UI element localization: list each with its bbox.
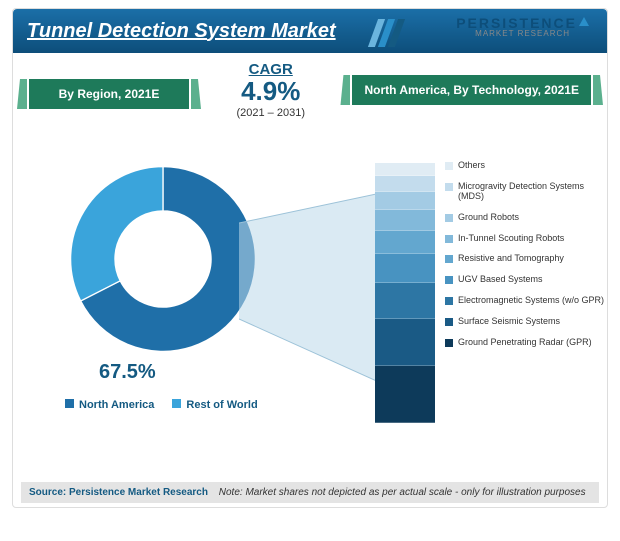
donut-legend: North America Rest of World [65, 399, 258, 411]
legend-item: In-Tunnel Scouting Robots [445, 234, 605, 244]
stack-segment [375, 366, 435, 423]
legend-text: In-Tunnel Scouting Robots [458, 234, 564, 244]
legend-text: Surface Seismic Systems [458, 317, 560, 327]
legend-item: Ground Penetrating Radar (GPR) [445, 338, 605, 348]
legend-text: UGV Based Systems [458, 275, 543, 285]
cagr-box: CAGR 4.9% (2021 – 2031) [236, 61, 305, 119]
donut-chart [53, 149, 273, 374]
title-bar: Tunnel Detection System Market PERSISTEN… [13, 9, 607, 53]
title-accent [373, 19, 400, 47]
stack-segment [375, 210, 435, 231]
donut-callout: 67.5% [99, 361, 156, 384]
page-title: Tunnel Detection System Market [27, 20, 336, 43]
square-icon [445, 162, 453, 170]
stack-segment [375, 176, 435, 192]
infographic-card: Tunnel Detection System Market PERSISTEN… [12, 8, 608, 508]
stack-segment [375, 319, 435, 366]
legend-rest-of-world: Rest of World [172, 399, 257, 411]
source-label: Source: Persistence Market Research [29, 487, 208, 498]
region-pill: By Region, 2021E [29, 79, 189, 109]
stack-segment [375, 254, 435, 283]
cagr-value: 4.9% [236, 76, 305, 107]
stack-segment [375, 192, 435, 210]
stacked-bar-legend: Others Microgravity Detection Systems (MD… [445, 161, 605, 359]
legend-item: Microgravity Detection Systems (MDS) [445, 182, 605, 202]
square-icon [445, 255, 453, 263]
stacked-bar-chart [375, 163, 435, 423]
stack-segment [375, 283, 435, 319]
brand-logo: PERSISTENCE MARKET RESEARCH [456, 17, 589, 38]
square-icon [445, 214, 453, 222]
legend-text: Microgravity Detection Systems (MDS) [458, 182, 605, 202]
square-icon [445, 297, 453, 305]
logo-triangle-icon [579, 17, 589, 26]
square-icon [172, 399, 181, 408]
legend-north-america: North America [65, 399, 154, 411]
square-icon [445, 318, 453, 326]
logo-line2: MARKET RESEARCH [456, 30, 589, 38]
square-icon [65, 399, 74, 408]
chart-area: 67.5% North America Rest of World Others… [13, 123, 607, 453]
legend-text: Electromagnetic Systems (w/o GPR) [458, 296, 604, 306]
footer-note: Source: Persistence Market Research Note… [21, 482, 599, 503]
square-icon [445, 235, 453, 243]
square-icon [445, 339, 453, 347]
donut-segment [71, 167, 163, 301]
square-icon [445, 183, 453, 191]
legend-item: Surface Seismic Systems [445, 317, 605, 327]
legend-text: Ground Robots [458, 213, 519, 223]
legend-text: Ground Penetrating Radar (GPR) [458, 338, 592, 348]
legend-item: Resistive and Tomography [445, 254, 605, 264]
legend-item: Ground Robots [445, 213, 605, 223]
footer-text: Note: Market shares not depicted as per … [219, 487, 586, 498]
stack-segment [375, 163, 435, 176]
technology-pill: North America, By Technology, 2021E [352, 75, 591, 105]
legend-item: UGV Based Systems [445, 275, 605, 285]
header-row: By Region, 2021E CAGR 4.9% (2021 – 2031)… [13, 53, 607, 119]
square-icon [445, 276, 453, 284]
donut-svg [53, 149, 273, 369]
cagr-period: (2021 – 2031) [236, 107, 305, 119]
legend-text: Resistive and Tomography [458, 254, 564, 264]
content-area: By Region, 2021E CAGR 4.9% (2021 – 2031)… [13, 53, 607, 509]
legend-item: Others [445, 161, 605, 171]
stack-segment [375, 231, 435, 254]
legend-text: Others [458, 161, 485, 171]
legend-item: Electromagnetic Systems (w/o GPR) [445, 296, 605, 306]
